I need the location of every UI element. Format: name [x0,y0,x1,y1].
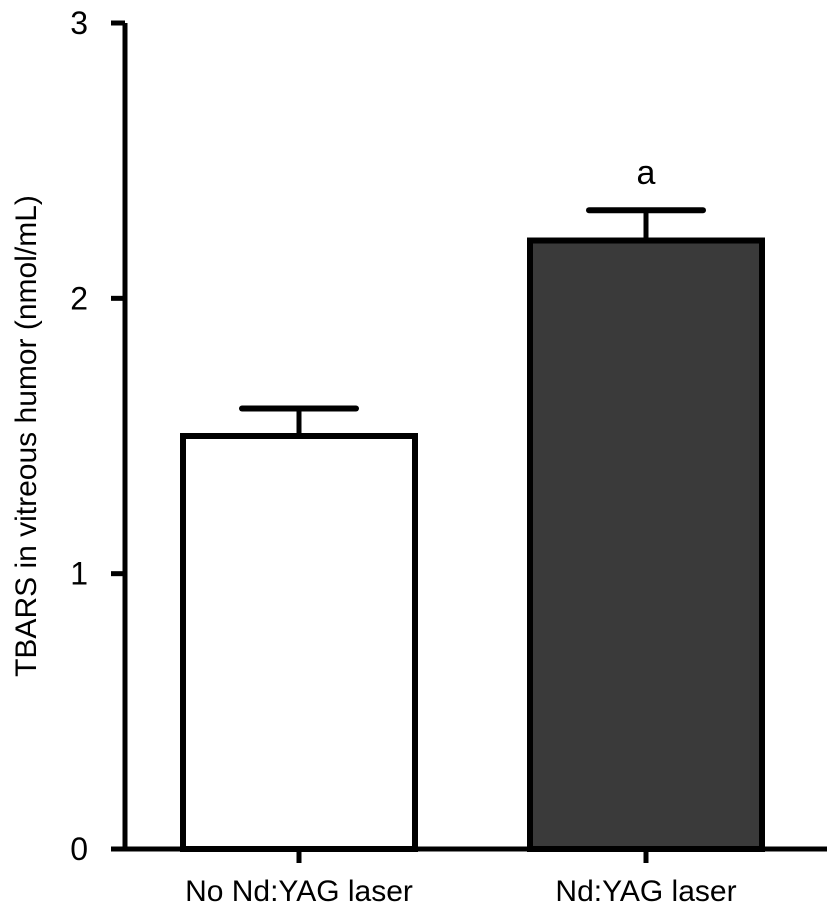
significance-annotation: a [637,154,656,192]
y-ticks: 0 1 2 3 [70,5,125,867]
x-categories: No Nd:YAG laser Nd:YAG laser [185,849,737,908]
x-category-label: Nd:YAG laser [555,875,736,908]
y-tick-label: 3 [70,5,88,41]
y-axis-title: TBARS in vitreous humor (nmol/mL) [10,195,43,677]
bar [180,433,418,852]
chart-axes [111,23,827,852]
y-tick-label: 0 [70,831,88,867]
y-tick-label: 2 [70,280,88,316]
bar [527,237,765,853]
y-tick-label: 1 [70,556,88,592]
x-category-label: No Nd:YAG laser [185,875,413,908]
chart-marks: a [180,154,765,853]
